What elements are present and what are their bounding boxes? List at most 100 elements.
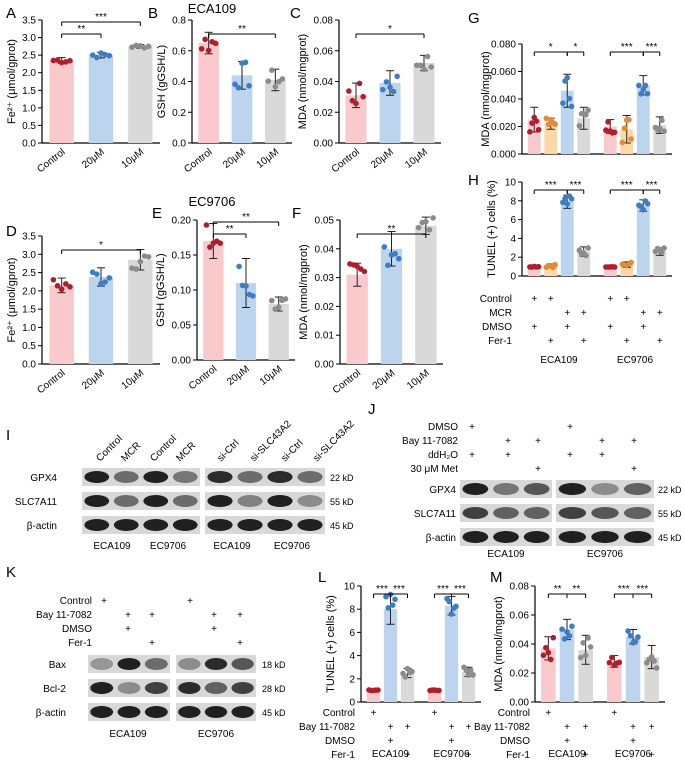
chart-E: E 0.00 0.05 0.10 0.15 0.20 GSH (gGSH/L) Control… — [152, 205, 295, 392]
bar-D-1 — [49, 285, 74, 364]
data-point — [564, 74, 571, 81]
blot-band — [231, 682, 254, 694]
panel-letter-E: E — [152, 205, 162, 222]
data-point — [577, 654, 584, 661]
data-point — [559, 626, 565, 633]
bar-M-4 — [607, 661, 622, 702]
bar-H-5 — [603, 266, 617, 276]
kd-label: 55 kD — [658, 509, 682, 519]
data-point — [275, 304, 282, 311]
protein-label: Bcl-2 — [43, 684, 66, 695]
data-point — [102, 279, 108, 285]
treatment-mark: + — [581, 308, 587, 319]
y-tick-label: 0.0 — [172, 139, 186, 150]
bar-M-3 — [578, 649, 593, 702]
y-tick-label: 0.02 — [510, 669, 530, 680]
category-label: 20μM — [80, 368, 107, 392]
blot-band — [297, 519, 323, 531]
treatment-row-label: 30 μM Met — [411, 464, 459, 475]
data-point — [568, 196, 575, 202]
y-tick-label: 0.0 — [22, 139, 36, 150]
treatment-mark: + — [657, 308, 663, 319]
y-tick-label: 0.080 — [491, 40, 516, 51]
sig-label: *** — [621, 180, 633, 191]
category-label: Control — [182, 147, 214, 176]
protein-label: SLC7A11 — [414, 509, 457, 520]
treatment-mark: + — [432, 708, 438, 719]
data-point — [621, 125, 628, 132]
data-point — [644, 90, 651, 97]
bar-H-3 — [560, 201, 574, 276]
data-point — [448, 611, 455, 617]
group-label: EC9706 — [617, 355, 654, 366]
data-point — [137, 258, 144, 265]
category-label: 20μM — [225, 364, 252, 388]
blot-band — [623, 531, 652, 543]
protein-label: β-actin — [27, 521, 57, 532]
sig-label: ** — [554, 584, 562, 595]
bar-A-1 — [49, 60, 74, 143]
bar-L-1 — [366, 690, 381, 702]
treatment-row-label: DMSO — [482, 322, 512, 333]
data-point — [611, 129, 618, 136]
bar-H-8 — [653, 251, 667, 276]
data-point — [402, 674, 409, 680]
treatment-row-label: Control — [498, 708, 530, 719]
data-point — [627, 632, 634, 639]
y-tick-label: 0.08 — [314, 16, 334, 27]
treatment-mark: + — [531, 322, 537, 333]
protein-label: β-actin — [426, 533, 456, 544]
data-point — [560, 100, 566, 106]
bar-M-2 — [559, 629, 575, 702]
treatment-mark: + — [630, 736, 636, 747]
y-axis-label: Fe²⁺ (μmol/gprot) — [6, 39, 18, 124]
data-point — [279, 76, 286, 82]
category-label: Control — [187, 364, 219, 393]
blot-band — [558, 531, 587, 543]
sig-label: *** — [636, 584, 648, 595]
treatment-row-label: ddH₂O — [428, 450, 458, 461]
y-tick-label: 1.5 — [22, 86, 36, 97]
treatment-mark: + — [149, 638, 155, 649]
blot-panel-K: K Control + + Bay 11-7082 + + + + DMSO + + Fer-1 + + Ba… — [6, 564, 286, 740]
blot-panel-J: J DMSO + + Bay 11-7082 + + + + ddH₂O + + + +30 μM Met… — [368, 401, 682, 560]
y-tick-label: 0.06 — [314, 46, 334, 57]
bar-G-2 — [544, 123, 558, 154]
group-label: ECA109 — [213, 541, 251, 552]
data-point — [356, 80, 363, 87]
chart-M: M 0.00 0.02 0.04 0.06 0.08 MDA (nmol/mgprot) **… — [490, 569, 665, 709]
data-point — [552, 121, 558, 127]
sig-label: * — [549, 42, 553, 53]
kd-label: 45 kD — [262, 708, 286, 718]
y-tick-label: 0.05 — [315, 216, 335, 227]
data-point — [585, 245, 591, 251]
y-tick-label: 0.020 — [491, 122, 516, 133]
treatment-mark: + — [535, 464, 541, 475]
treatment-mark: + — [640, 322, 646, 333]
category-label: 10μM — [120, 368, 147, 392]
blot-band — [623, 507, 652, 519]
data-point — [648, 654, 655, 660]
data-point — [243, 283, 249, 289]
y-tick-label: 0.00 — [510, 698, 530, 709]
bar-H-2 — [544, 265, 558, 276]
data-point — [145, 43, 152, 50]
treatment-mark: + — [649, 750, 655, 761]
y-tick-label: 0.05 — [172, 321, 192, 332]
data-point — [467, 667, 474, 673]
panel-letter-G: G — [468, 10, 480, 27]
data-point — [141, 253, 148, 259]
treatment-mark: + — [466, 722, 472, 733]
y-tick-label: 3.5 — [22, 16, 36, 27]
y-tick-label: 0.20 — [172, 216, 192, 227]
data-point — [576, 123, 583, 129]
treatment-table-GH: Control + + + +MCR + + + +DMSO + + + +Fer-1 + + + +ECA10… — [480, 294, 663, 366]
sig-label: *** — [454, 584, 466, 595]
blot-band — [267, 471, 293, 483]
blot-band — [144, 706, 168, 718]
data-point — [638, 91, 644, 97]
bar-G-7 — [636, 85, 650, 154]
data-point — [653, 665, 660, 671]
y-axis-label: Fe²⁺ (μmol/gprot) — [6, 258, 18, 343]
data-point — [545, 649, 552, 656]
